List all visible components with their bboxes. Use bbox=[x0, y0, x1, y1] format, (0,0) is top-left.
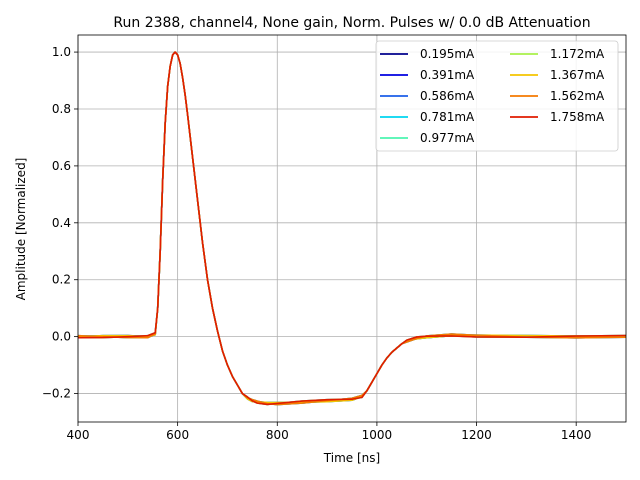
y-tick-label: 0.6 bbox=[52, 159, 71, 173]
series-line bbox=[77, 51, 627, 406]
y-tick-label: 0.2 bbox=[52, 273, 71, 287]
y-tick-label: 0.8 bbox=[52, 102, 71, 116]
x-axis-label: Time [ns] bbox=[323, 451, 380, 465]
y-tick-label: −0.2 bbox=[42, 387, 71, 401]
legend-label: 0.781mA bbox=[420, 110, 475, 124]
y-tick-label: 1.0 bbox=[52, 45, 71, 59]
legend-label: 1.562mA bbox=[550, 89, 605, 103]
y-ticks: −0.2 0.0 0.2 0.4 0.6 0.8 1.0 bbox=[42, 45, 78, 401]
x-tick-label: 600 bbox=[166, 428, 189, 442]
x-tick-label: 400 bbox=[67, 428, 90, 442]
legend-label: 1.172mA bbox=[550, 47, 605, 61]
legend-label: 0.391mA bbox=[420, 68, 475, 82]
legend-label: 1.367mA bbox=[550, 68, 605, 82]
x-tick-label: 1200 bbox=[461, 428, 492, 442]
y-tick-label: 0.4 bbox=[52, 216, 71, 230]
plot-frame bbox=[77, 34, 627, 423]
y-tick-label: 0.0 bbox=[52, 330, 71, 344]
legend-label: 1.758mA bbox=[550, 110, 605, 124]
legend-box bbox=[375, 40, 619, 152]
legend: 0.195mA 0.391mA 0.586mA 0.781mA 0.977mA 1.172… bbox=[375, 40, 619, 152]
x-tick-label: 1000 bbox=[362, 428, 393, 442]
legend-label: 0.586mA bbox=[420, 89, 475, 103]
y-axis-label: Amplitude [Normalized] bbox=[14, 158, 28, 301]
series-lines bbox=[77, 51, 627, 406]
x-tick-label: 800 bbox=[266, 428, 289, 442]
legend-label: 0.195mA bbox=[420, 47, 475, 61]
x-ticks: 400 600 800 1000 1200 1400 bbox=[67, 422, 592, 442]
x-tick-label: 1400 bbox=[561, 428, 592, 442]
chart-title: Run 2388, channel4, None gain, Norm. Pul… bbox=[113, 15, 590, 31]
legend-label: 0.977mA bbox=[420, 131, 475, 145]
